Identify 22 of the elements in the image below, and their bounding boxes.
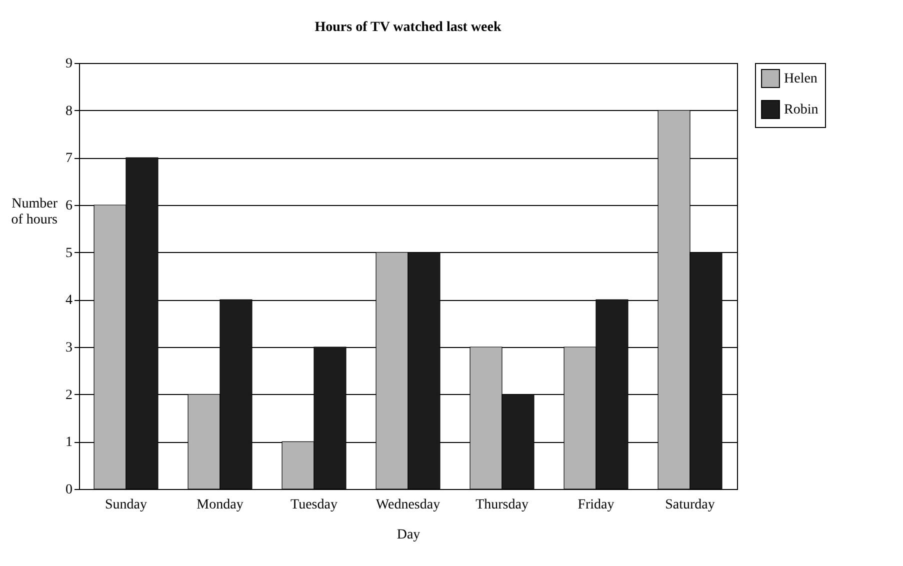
y-axis-title: Number of hours bbox=[11, 196, 58, 228]
y-tick-label: 9 bbox=[66, 56, 72, 72]
y-tick-label: 1 bbox=[66, 435, 72, 450]
y-tick-label: 8 bbox=[66, 104, 72, 119]
x-tick-label: Sunday bbox=[105, 498, 147, 512]
y-tick-label: 0 bbox=[66, 482, 72, 498]
legend-label: Helen bbox=[784, 72, 818, 86]
legend-label: Robin bbox=[784, 102, 818, 118]
y-tick-label: 7 bbox=[66, 151, 72, 166]
x-axis-title: Day bbox=[396, 528, 420, 542]
chart-title: Hours of TV watched last week bbox=[314, 20, 502, 35]
x-tick-label: Saturday bbox=[665, 498, 715, 512]
x-tick-label: Wednesday bbox=[376, 498, 440, 512]
x-tick-label: Thursday bbox=[476, 498, 528, 512]
x-tick-label: Friday bbox=[578, 498, 614, 512]
y-tick-label: 2 bbox=[66, 388, 72, 403]
y-tick-label: 4 bbox=[66, 293, 72, 308]
x-tick-label: Tuesday bbox=[290, 498, 338, 512]
y-tick-label: 3 bbox=[66, 340, 72, 356]
y-tick-label: 6 bbox=[66, 198, 72, 214]
x-tick-label: Monday bbox=[196, 498, 244, 512]
y-tick-label: 5 bbox=[66, 246, 72, 261]
